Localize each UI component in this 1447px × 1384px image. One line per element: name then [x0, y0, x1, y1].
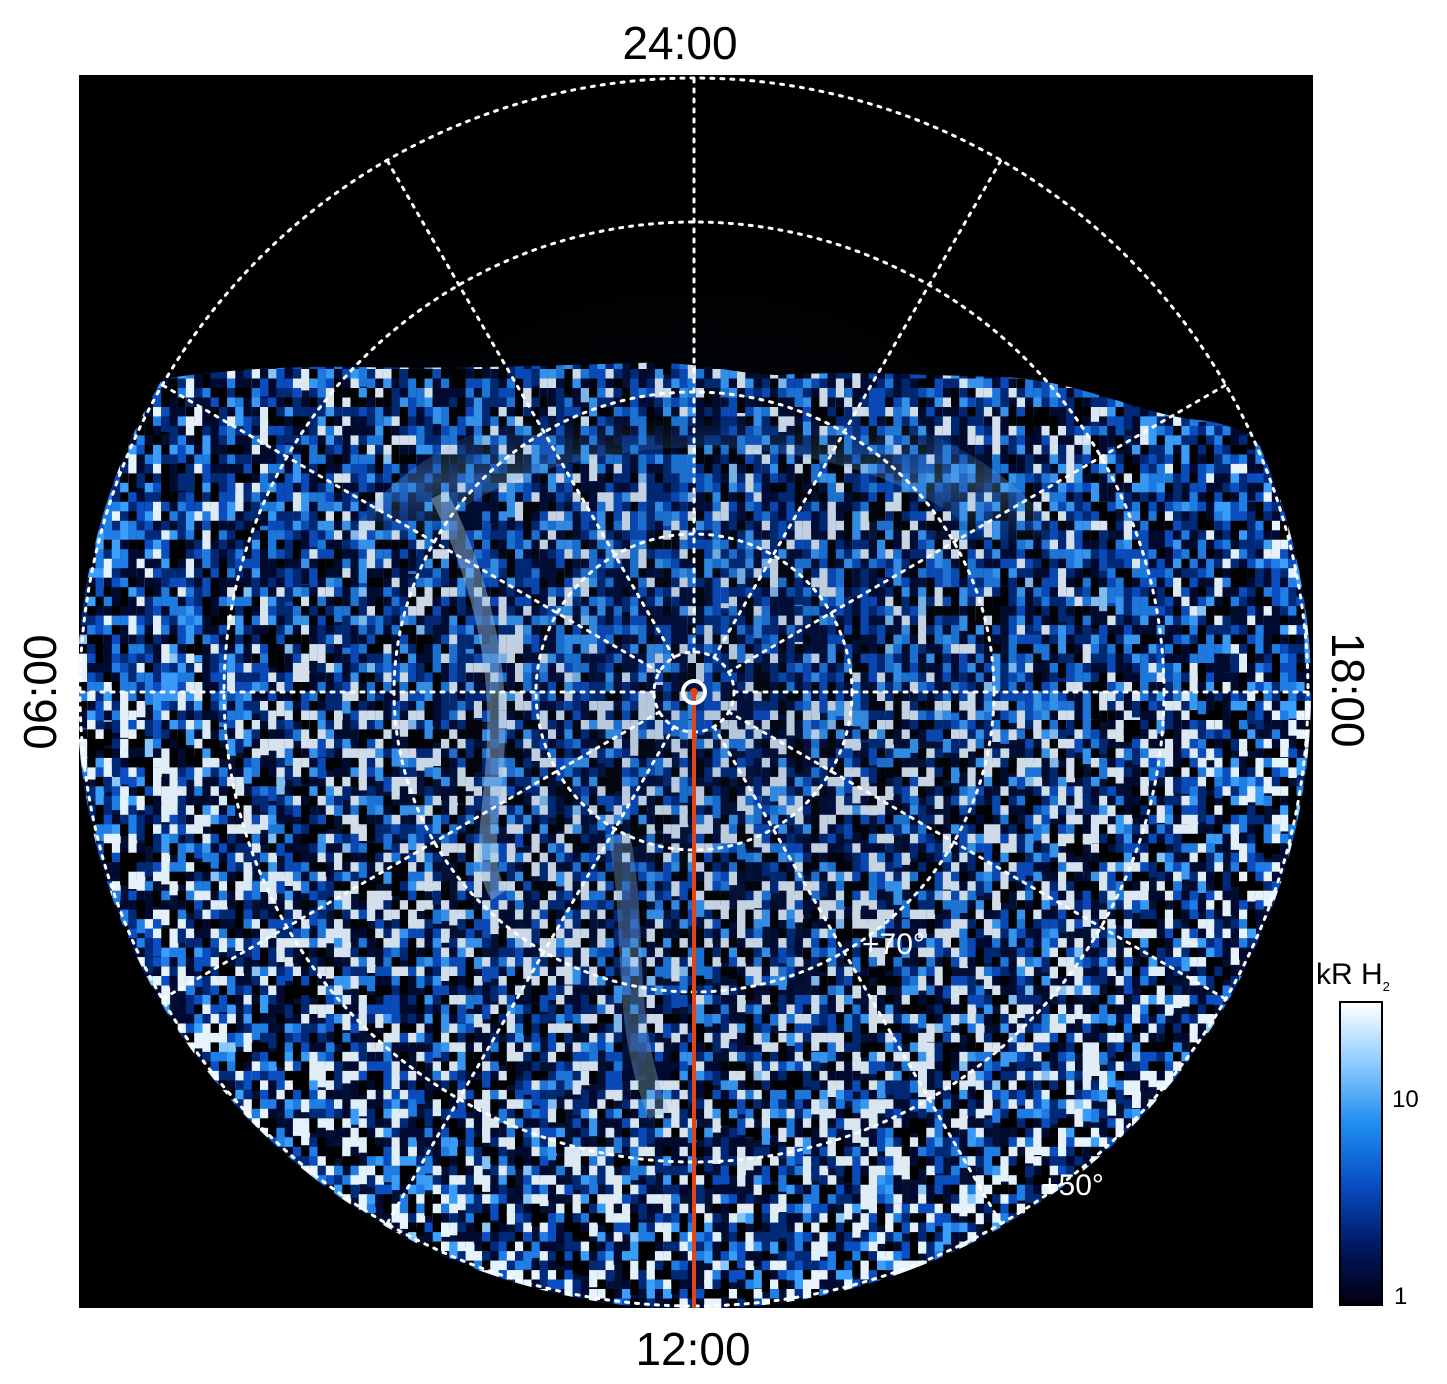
latitude-label-70: +70°	[862, 928, 925, 961]
colorbar	[1339, 1001, 1383, 1306]
polar-projection-image	[79, 75, 1311, 1308]
latitude-label-50: +50°	[1041, 1169, 1104, 1202]
colorbar-title-text: kR H	[1316, 958, 1383, 991]
colorbar-tick-10: 10	[1392, 1086, 1419, 1113]
latitude-circle-70	[534, 532, 854, 852]
colorbar-title: kR H2	[1316, 958, 1390, 994]
local-time-label-top: 24:00	[622, 17, 738, 69]
polar-projection-panel: +70° +50°	[79, 75, 1313, 1308]
local-time-label-right: 18:00	[1322, 632, 1374, 748]
pole-marker	[681, 679, 707, 705]
pole-marker-center	[690, 688, 698, 696]
local-time-label-left: 06:00	[14, 634, 66, 750]
colorbar-tick-1: 1	[1394, 1283, 1408, 1310]
colorbar-title-subscript: 2	[1382, 979, 1390, 994]
local-time-label-bottom: 12:00	[635, 1323, 751, 1375]
